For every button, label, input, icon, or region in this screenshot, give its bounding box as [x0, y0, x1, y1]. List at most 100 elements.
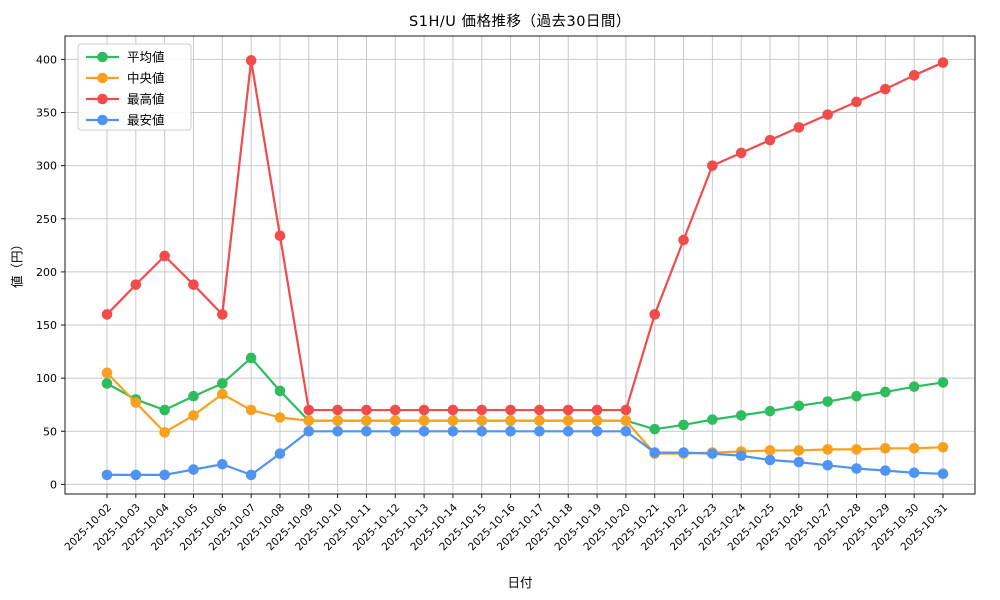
average-point	[159, 404, 170, 416]
lowest-point	[822, 460, 833, 471]
lowest-point	[591, 426, 603, 437]
lowest-point	[101, 469, 113, 481]
average-point	[649, 423, 661, 435]
lowest-point	[418, 426, 430, 437]
highest-point	[303, 404, 315, 416]
lowest-point	[620, 426, 632, 437]
median-point	[793, 445, 805, 456]
y-tick-label: 150	[36, 319, 57, 332]
lowest-point	[447, 426, 459, 437]
highest-point	[678, 234, 689, 246]
highest-point	[851, 96, 862, 108]
lowest-point	[389, 426, 401, 437]
median-point	[591, 415, 603, 426]
highest-point	[591, 404, 603, 416]
y-axis-label: 値（円）	[9, 237, 25, 289]
highest-point	[534, 404, 545, 416]
average-point	[822, 396, 833, 407]
average-point	[101, 378, 113, 389]
highest-point	[505, 404, 516, 416]
lowest-point	[303, 426, 315, 437]
highest-point	[101, 309, 113, 320]
highest-point	[735, 147, 747, 159]
x-axis-label: 日付	[507, 575, 533, 590]
average-point	[245, 352, 257, 364]
legend-highest-marker	[97, 93, 108, 105]
median-point	[332, 415, 343, 426]
highest-point	[822, 109, 833, 120]
highest-point	[476, 404, 488, 416]
median-point	[764, 445, 776, 456]
legend-median-marker	[97, 72, 108, 84]
legend-median-label: 中央値	[127, 71, 165, 86]
lowest-point	[130, 469, 142, 481]
legend-lowest-marker	[97, 114, 108, 126]
median-point	[188, 410, 199, 421]
lowest-point	[505, 426, 516, 437]
median-point	[389, 415, 401, 426]
average-point	[188, 390, 199, 402]
median-point	[880, 443, 891, 454]
legend-lowest-label: 最安値	[127, 113, 165, 128]
lowest-point	[562, 426, 574, 437]
lowest-point	[707, 448, 718, 459]
lowest-point	[217, 458, 228, 470]
y-tick-label: 100	[36, 372, 57, 385]
highest-point	[793, 122, 805, 133]
average-point	[274, 385, 286, 397]
legend-box	[77, 43, 192, 131]
median-line	[106, 372, 944, 455]
highest-point	[159, 250, 170, 262]
highest-point	[562, 404, 574, 416]
median-point	[620, 415, 632, 426]
y-tick-label: 250	[36, 213, 57, 226]
lowest-point	[534, 426, 545, 437]
highest-point	[245, 55, 257, 66]
average-point	[217, 378, 228, 389]
average-point	[880, 386, 891, 398]
lowest-point	[908, 467, 920, 479]
lowest-point	[188, 464, 199, 475]
median-point	[937, 441, 949, 453]
legend-average-marker	[97, 51, 108, 63]
average-point	[764, 405, 776, 417]
lowest-point	[245, 469, 257, 481]
highest-point	[188, 279, 199, 290]
y-tick-label: 0	[50, 478, 57, 491]
lowest-point	[159, 469, 170, 481]
average-point	[937, 377, 949, 388]
median-point	[101, 367, 113, 379]
average-point	[707, 414, 718, 425]
average-point	[908, 381, 920, 392]
highest-point	[418, 404, 430, 416]
lowest-point	[476, 426, 488, 437]
lowest-point	[274, 448, 286, 459]
average-line	[106, 356, 944, 431]
median-point	[130, 397, 142, 408]
highest-point	[937, 57, 949, 68]
median-point	[562, 415, 574, 426]
highest-point	[447, 404, 459, 416]
lowest-point	[649, 447, 661, 458]
median-point	[361, 415, 372, 426]
legend-average-label: 平均値	[127, 50, 165, 65]
plot-border	[64, 35, 976, 495]
lowest-point	[764, 454, 776, 466]
highest-point	[649, 309, 661, 320]
average-point	[735, 410, 747, 421]
median-point	[245, 404, 257, 416]
y-tick-label: 350	[36, 107, 57, 120]
highest-point	[908, 70, 920, 81]
median-point	[217, 388, 228, 400]
median-point	[534, 415, 545, 426]
median-point	[418, 415, 430, 426]
lowest-point	[937, 468, 949, 480]
legend-highest-label: 最高値	[127, 92, 165, 107]
highest-point	[130, 279, 142, 290]
y-tick-label: 300	[36, 160, 57, 173]
highest-point	[389, 404, 401, 416]
chart-title: S1H/U 価格推移（過去30日間）	[409, 14, 631, 30]
median-point	[851, 444, 862, 455]
